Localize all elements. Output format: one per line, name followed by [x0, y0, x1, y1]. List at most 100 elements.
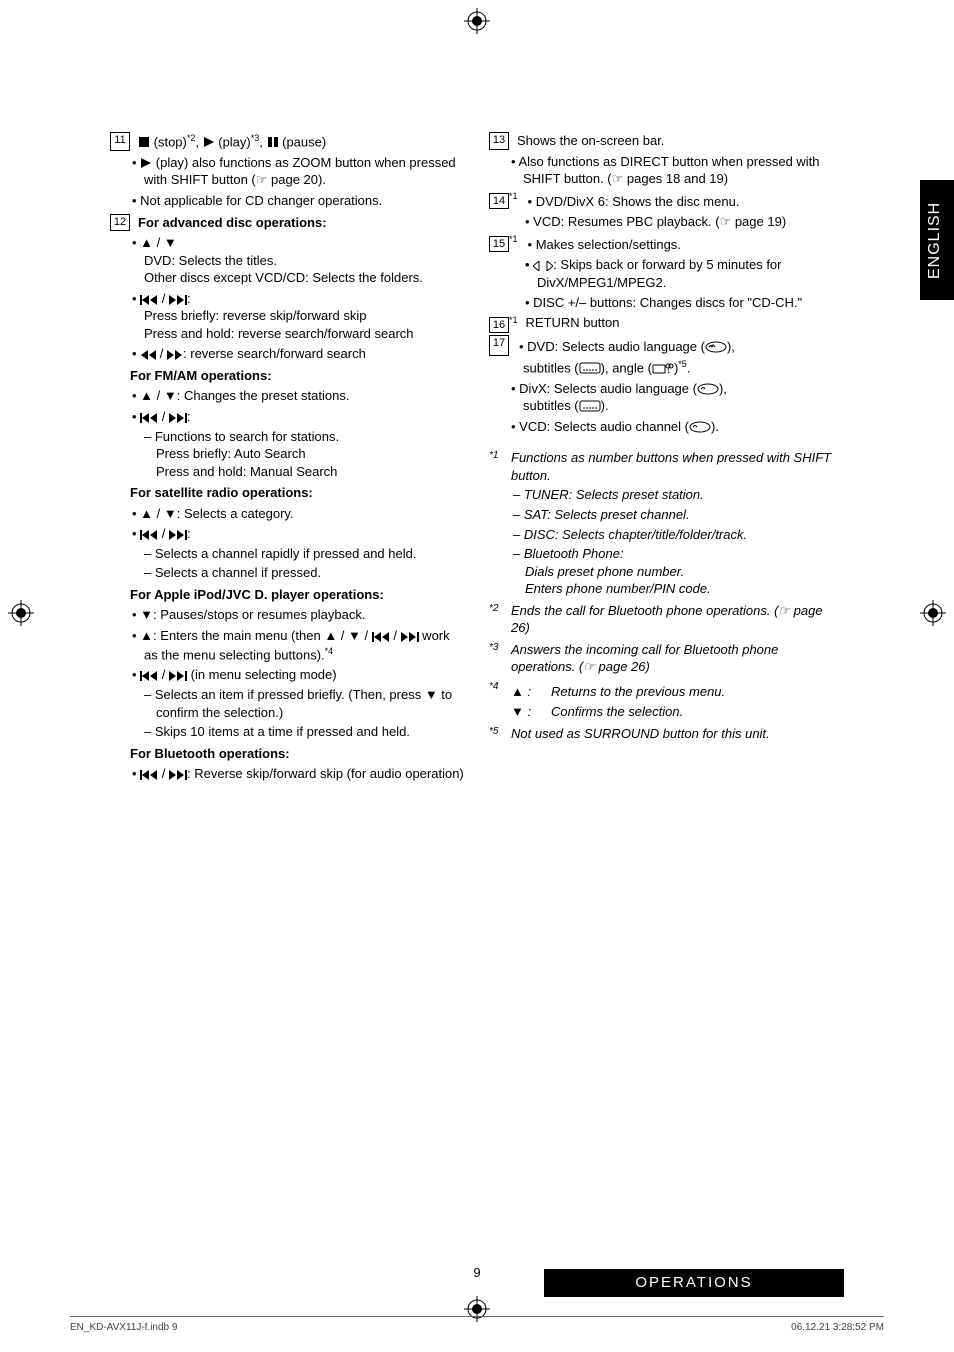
item-16: 16*1 RETURN button [489, 314, 844, 333]
list-item: DivX: Selects audio language (), [509, 380, 844, 398]
play-icon [140, 157, 152, 169]
footnote-key: *4 [489, 680, 505, 721]
text: Selects a channel if pressed. [155, 565, 321, 580]
footnote-ref: *1 [509, 315, 518, 325]
list-item: / : [130, 525, 465, 543]
text: : Reverse skip/forward skip (for audio o… [187, 766, 464, 781]
text: DVD: Selects the titles. [144, 252, 465, 270]
text: (stop) [154, 134, 187, 149]
footnote-ref: *1 [509, 234, 518, 244]
text: : Pauses/stops or resumes playback. [153, 607, 365, 622]
text: (play) also functions as ZOOM button whe… [144, 155, 456, 188]
text: DISC +/– buttons: Changes discs for "CD-… [533, 295, 802, 310]
text: : reverse search/forward search [183, 346, 366, 361]
stop-icon [138, 136, 150, 148]
footnote: *5 Not used as SURROUND button for this … [489, 725, 844, 743]
prev-track-icon [372, 632, 390, 642]
pause-icon [267, 136, 279, 148]
text: Ends the call for Bluetooth phone operat… [511, 602, 844, 637]
next-track-icon [169, 770, 187, 780]
footnote-key: *3 [489, 641, 505, 676]
list-item: / (in menu selecting mode) [130, 666, 465, 684]
footnote-ref: *1 [509, 191, 518, 201]
text: DVD: Selects audio language ( [527, 339, 705, 354]
index-box: 14 [489, 193, 509, 209]
list-item: / : [130, 408, 465, 426]
text: (pause) [282, 134, 326, 149]
text: Functions as number buttons when pressed… [511, 449, 844, 484]
next-track-icon [169, 413, 187, 423]
list-item: DVD: Selects audio language (), [517, 338, 735, 356]
text: ), [727, 339, 735, 354]
footer: EN_KD-AVX11J-f.indb 9 06.12.21 3:28:52 P… [70, 1316, 884, 1335]
text: Other discs except VCD/CD: Selects the f… [144, 269, 465, 287]
footer-left: EN_KD-AVX11J-f.indb 9 [70, 1321, 177, 1335]
text: Shows the on-screen bar. [517, 132, 664, 150]
audio-icon [689, 421, 711, 433]
subtitle-icon [579, 400, 601, 412]
text: (play) [218, 134, 251, 149]
audio-icon [705, 341, 727, 353]
item-17: 17 DVD: Selects audio language (), [489, 335, 844, 356]
item-15: 15*1 Makes selection/settings. [489, 233, 844, 254]
text: DVD/DivX 6: Shows the disc menu. [536, 194, 740, 209]
footer-right: 06.12.21 3:28:52 PM [791, 1321, 884, 1335]
left-right-icon [533, 261, 553, 271]
registration-mark-icon [464, 8, 490, 34]
footnote-key: *5 [489, 725, 505, 743]
list-item: / : [130, 290, 465, 308]
text: VCD: Selects audio channel ( [519, 419, 689, 434]
text: (in menu selecting mode) [187, 667, 337, 682]
index-box: 15 [489, 236, 509, 252]
subhead: For FM/AM operations: [130, 367, 465, 385]
text: , [259, 134, 266, 149]
list-item: TUNER: Selects preset station. [511, 486, 844, 504]
list-item: VCD: Resumes PBC playback. (☞ page 19) [523, 213, 844, 231]
list-item: DISC +/– buttons: Changes discs for "CD-… [523, 294, 844, 312]
text: ). [711, 419, 719, 434]
list-item: / : reverse search/forward search [130, 345, 465, 363]
text: , [195, 134, 202, 149]
text: subtitles (). [523, 397, 844, 415]
text: RETURN button [526, 314, 620, 333]
index-box: 11 [110, 132, 130, 151]
list-item: Selects an item if pressed briefly. (The… [142, 686, 465, 721]
footnote-key: *1 [489, 449, 505, 597]
next-track-icon [169, 671, 187, 681]
list-item: Makes selection/settings. [526, 236, 681, 254]
text: Makes selection/settings. [536, 237, 681, 252]
audio-icon [697, 383, 719, 395]
prev-track-icon [140, 413, 158, 423]
list-item: SAT: Selects preset channel. [511, 506, 844, 524]
footnote: *4 ▲ :Returns to the previous menu. ▼ :C… [489, 680, 844, 721]
language-tab: ENGLISH [920, 180, 954, 300]
text: Functions to search for stations. [155, 429, 339, 444]
page-content: 11 (stop) *2, (play) *3, (pause) (play) al… [110, 130, 844, 783]
list-item: DVD/DivX 6: Shows the disc menu. [526, 193, 740, 211]
footnote-key: *2 [489, 602, 505, 637]
subhead: For advanced disc operations: [138, 214, 327, 232]
text: Dials preset phone number. [525, 563, 844, 581]
list-item: Functions to search for stations. [142, 428, 465, 446]
text: VCD: Resumes PBC playback. (☞ page 19) [533, 214, 786, 229]
index-box: 16 [489, 317, 509, 333]
text: Press briefly: Auto Search [156, 445, 465, 463]
text: Skips 10 items at a time if pressed and … [155, 724, 410, 739]
list-item: Bluetooth Phone: [511, 545, 844, 563]
footnote: *2 Ends the call for Bluetooth phone ope… [489, 602, 844, 637]
registration-mark-icon [8, 600, 34, 626]
text: Answers the incoming call for Bluetooth … [511, 641, 844, 676]
text: Confirms the selection. [551, 703, 683, 721]
text: : Enters the main menu (then [153, 628, 324, 643]
item-12: 12 For advanced disc operations: [110, 214, 465, 232]
list-item: ▼: Pauses/stops or resumes playback. [130, 606, 465, 624]
next-track-icon [169, 530, 187, 540]
item-14: 14*1 DVD/DivX 6: Shows the disc menu. [489, 190, 844, 211]
list-item: (play) also functions as ZOOM button whe… [130, 154, 465, 189]
text: Not used as SURROUND button for this uni… [511, 725, 770, 743]
text: ), [719, 381, 727, 396]
prev-track-icon [140, 770, 158, 780]
page-number: 9 [473, 1264, 480, 1282]
list-item: Selects a channel rapidly if pressed and… [142, 545, 465, 563]
footnote: *3 Answers the incoming call for Bluetoo… [489, 641, 844, 676]
